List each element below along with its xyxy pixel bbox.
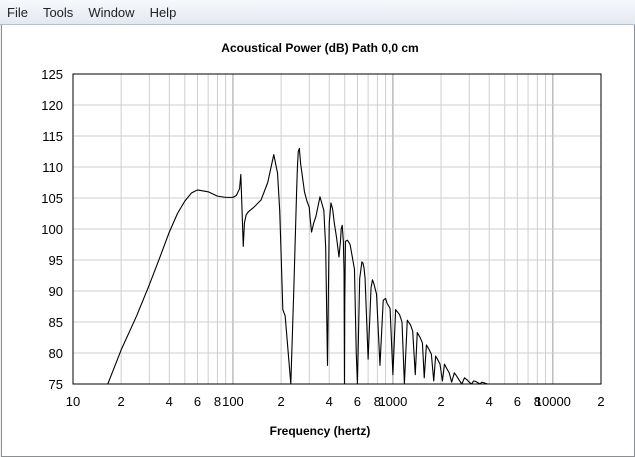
x-tick-label: 2	[597, 394, 604, 409]
x-tick-label: 10000	[535, 394, 571, 409]
chart-window: Acoustical Power (dB) Path 0,0 cm 75 80 85…	[1, 25, 635, 457]
x-tick-label: 1000	[378, 394, 407, 409]
y-tick-label: 115	[42, 129, 63, 144]
x-axis-label: Frequency (hertz)	[270, 424, 371, 438]
series-line	[107, 147, 490, 385]
menu-tools[interactable]: Tools	[42, 4, 74, 20]
menu-window[interactable]: Window	[88, 4, 135, 20]
y-axis-tick-labels: 75 80 85 90 95 100 105 110 115 120 125	[41, 67, 63, 392]
acoustical-power-chart: Acoustical Power (dB) Path 0,0 cm 75 80 85…	[41, 41, 605, 438]
x-tick-label: 4	[326, 394, 333, 409]
x-tick-label: 2	[118, 394, 125, 409]
y-tick-label: 95	[49, 253, 63, 268]
y-tick-label: 80	[49, 346, 63, 361]
plot-area	[72, 73, 602, 385]
y-tick-label: 75	[49, 377, 63, 392]
x-tick-label: 2	[437, 394, 444, 409]
menu-bar: File Tools Window Help	[0, 0, 635, 25]
x-tick-label: 2	[277, 394, 284, 409]
x-tick-label: 8	[214, 394, 221, 409]
x-tick-label: 10	[66, 394, 80, 409]
chart-title: Acoustical Power (dB) Path 0,0 cm	[221, 41, 418, 55]
menu-help[interactable]: Help	[149, 4, 177, 20]
y-tick-label: 120	[41, 98, 63, 113]
x-tick-label: 6	[514, 394, 521, 409]
y-tick-label: 85	[49, 315, 63, 330]
y-tick-label: 100	[41, 222, 63, 237]
menu-file[interactable]: File	[7, 4, 28, 20]
x-tick-label: 8	[374, 394, 381, 409]
x-tick-label: 4	[486, 394, 493, 409]
grid-lines	[72, 73, 602, 385]
y-tick-label: 110	[42, 160, 63, 175]
x-tick-label: 6	[194, 394, 201, 409]
y-tick-label: 90	[49, 284, 63, 299]
y-tick-label: 125	[41, 67, 63, 82]
x-tick-label: 4	[166, 394, 173, 409]
x-tick-label: 100	[222, 394, 244, 409]
y-tick-label: 105	[41, 191, 63, 206]
series-group	[107, 147, 490, 385]
x-tick-label: 6	[354, 394, 361, 409]
x-tick-label: 8	[534, 394, 541, 409]
